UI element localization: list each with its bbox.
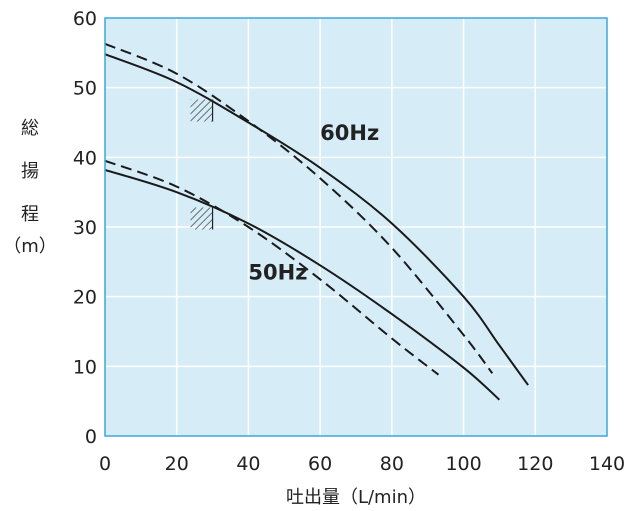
- x-tick-label: 80: [380, 453, 404, 475]
- plot-frame: [104, 17, 608, 437]
- y-tick-label: 60: [73, 8, 97, 30]
- series-label-50Hz: 50Hz: [248, 260, 307, 284]
- y-tick-label: 40: [73, 147, 97, 169]
- series-60Hz-solid-line: [105, 53, 529, 386]
- series-label-60Hz: 60Hz: [320, 121, 379, 145]
- x-tick-label: 20: [165, 453, 189, 475]
- series-50Hz-solid-line: [105, 168, 501, 401]
- series-60Hz-dashed-line: [105, 42, 494, 374]
- y-axis-ticks: 0 10 20 30 40 50 60: [73, 8, 97, 448]
- x-tick-label: 40: [236, 453, 260, 475]
- x-tick-label: 120: [517, 453, 553, 475]
- y-tick-label: 0: [85, 426, 97, 448]
- hatch-markers: [190, 99, 214, 230]
- x-tick-label: 60: [308, 453, 332, 475]
- hatch-marker: [190, 207, 213, 230]
- series-layer: [105, 42, 529, 401]
- series-50Hz-dashed-line: [105, 159, 440, 376]
- hatch-marker: [190, 99, 213, 122]
- series-labels: 60Hz 50Hz: [248, 121, 379, 284]
- y-axis-title-char: 程: [21, 204, 39, 225]
- x-tick-label: 100: [445, 453, 481, 475]
- y-axis-title-char: 揚: [21, 161, 39, 182]
- x-tick-label: 140: [589, 453, 625, 475]
- y-tick-label: 10: [73, 356, 97, 378]
- x-axis-title: 吐出量（L/min）: [286, 487, 426, 508]
- x-axis-ticks: 0 20 40 60 80 100 120 140: [99, 453, 625, 475]
- y-axis-title: 総揚程 （m）: [3, 118, 57, 257]
- y-axis-title-char: 総: [21, 118, 39, 139]
- y-tick-label: 30: [73, 217, 97, 239]
- x-tick-label: 0: [99, 453, 111, 475]
- y-tick-label: 50: [73, 78, 97, 100]
- y-tick-label: 20: [73, 287, 97, 309]
- y-axis-title-char: （m）: [3, 236, 57, 257]
